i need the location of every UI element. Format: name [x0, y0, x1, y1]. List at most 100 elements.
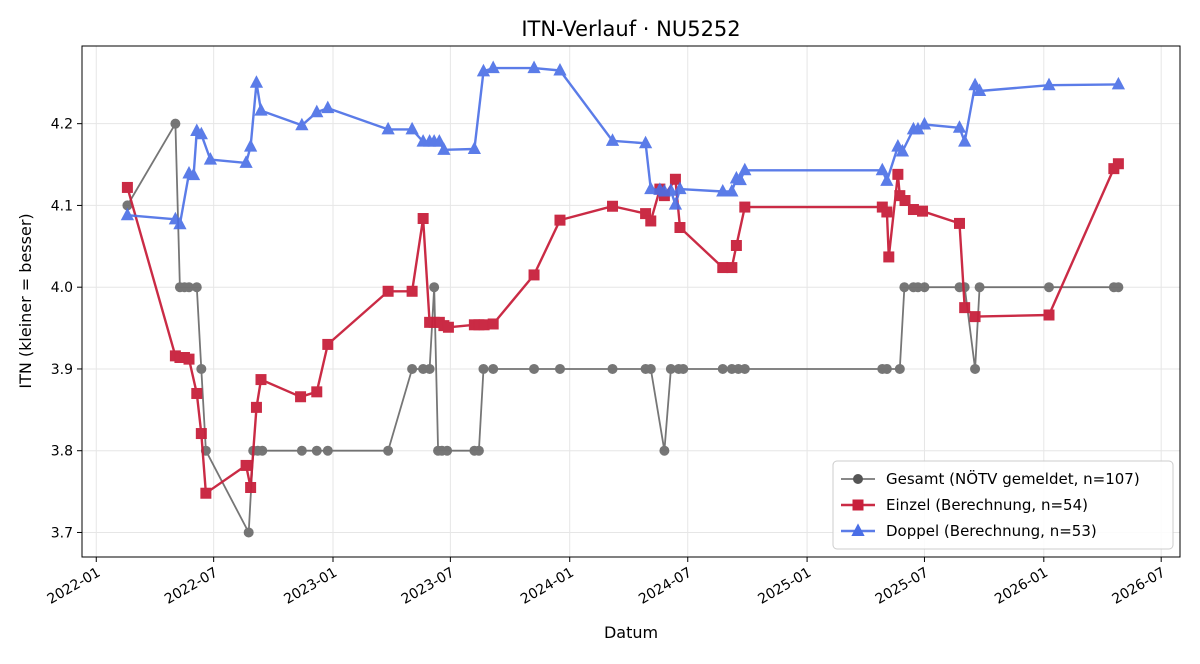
einzel-point [717, 262, 729, 274]
legend-box [832, 460, 1174, 550]
einzel-point [669, 173, 681, 185]
gesamt-point [170, 118, 181, 129]
einzel-point [195, 428, 207, 440]
einzel-point [892, 168, 904, 180]
einzel-point [240, 459, 252, 471]
x-tick-label: 2024-01 [518, 565, 577, 608]
gesamt-point [311, 445, 322, 456]
einzel-line-group [121, 158, 1124, 499]
doppel-point [1042, 77, 1056, 91]
legend: Gesamt (NÖTV gemeldet, n=107) Einzel (Ber… [832, 460, 1174, 550]
doppel-point [405, 121, 419, 135]
doppel-point [1111, 76, 1126, 90]
doppel-point [432, 134, 446, 147]
gesamt-point [196, 363, 207, 374]
doppel-point [952, 120, 967, 133]
series-layer [120, 60, 1126, 538]
einzel-point [959, 302, 971, 314]
doppel-point [295, 117, 309, 131]
gesamt-point [678, 363, 689, 374]
doppel-point [239, 155, 253, 168]
gesamt-point [970, 363, 981, 374]
einzel-point [382, 285, 394, 297]
einzel-point [881, 206, 893, 218]
einzel-point [645, 215, 657, 227]
doppel-point [243, 138, 258, 152]
einzel-point [478, 319, 490, 331]
gesamt-point [739, 363, 750, 374]
legend-swatch-marker [853, 474, 863, 484]
y-tick-label: 4.0 [51, 280, 73, 296]
gesamt-point [645, 363, 656, 374]
doppel-point [605, 133, 620, 146]
einzel-point [674, 222, 686, 234]
einzel-point [406, 285, 418, 297]
x-tick-label: 2022-01 [45, 565, 104, 608]
doppel-point [638, 135, 653, 149]
x-tick-label: 2024-07 [636, 565, 695, 608]
einzel-point [183, 353, 195, 365]
einzel-point [295, 391, 307, 403]
doppel-point [186, 167, 201, 181]
legend-swatch-marker [852, 499, 864, 511]
einzel-point [1043, 309, 1055, 321]
x-tick-label: 2025-07 [873, 565, 932, 608]
gesamt-point [322, 445, 333, 456]
legend-label: Doppel (Berechnung, n=53) [886, 522, 1097, 540]
einzel-point [322, 338, 334, 350]
einzel-point [250, 401, 262, 413]
doppel-point [733, 172, 747, 186]
doppel-point [644, 181, 658, 195]
einzel-point [528, 269, 540, 281]
doppel-point [880, 173, 894, 186]
einzel-point [730, 239, 742, 251]
doppel-point [958, 134, 972, 147]
doppel-point [381, 121, 395, 135]
gesamt-point [383, 445, 394, 456]
y-tick-label: 3.7 [51, 525, 73, 541]
doppel-point [437, 142, 451, 155]
einzel-point [255, 374, 267, 386]
einzel-point [121, 181, 133, 193]
chart-title: ITN-Verlauf · NU5252 [521, 17, 740, 41]
y-tick-label: 4.1 [51, 198, 73, 214]
y-axis-label: ITN (kleiner = besser) [16, 213, 35, 388]
gesamt-point [473, 445, 484, 456]
y-tick-label: 3.8 [51, 444, 73, 460]
x-tick-label: 2022-07 [162, 565, 221, 608]
doppel-point [203, 152, 218, 165]
gesamt-point [974, 282, 985, 293]
doppel-point [725, 183, 739, 197]
gesamt-point [1043, 282, 1054, 293]
x-tick-label: 2023-07 [399, 565, 458, 608]
doppel-point [738, 162, 752, 176]
einzel-point [1112, 158, 1124, 170]
einzel-point [191, 387, 203, 399]
gesamt-point [488, 363, 499, 374]
y-tick-label: 3.9 [51, 362, 73, 378]
x-axis: 2022-01 2022-07 2023-01 2023-07 2024-01 2024-… [45, 557, 1168, 608]
y-axis: 3.7 3.8 3.9 4.0 4.1 4.2 [51, 117, 82, 541]
x-tick-label: 2023-01 [281, 565, 340, 608]
einzel-point [726, 262, 738, 274]
gesamt-point [607, 363, 618, 374]
gesamt-point [881, 363, 892, 374]
doppel-point [476, 63, 491, 77]
doppel-point [917, 116, 932, 130]
doppel-point [716, 183, 730, 197]
gesamt-point [529, 363, 540, 374]
einzel-point [417, 213, 429, 225]
doppel-point [527, 60, 541, 74]
legend-swatch-marker [851, 523, 865, 536]
plot-frame [81, 45, 1181, 558]
legend-label: Gesamt (NÖTV gemeldet, n=107) [886, 469, 1140, 488]
einzel-point [607, 200, 619, 212]
gesamt-point [554, 363, 565, 374]
legend-entry: Gesamt (NÖTV gemeldet, n=107) [841, 469, 1140, 488]
einzel-point [917, 205, 929, 217]
doppel-point [321, 100, 335, 114]
legend-label: Einzel (Berechnung, n=54) [886, 496, 1088, 514]
doppel-point [249, 75, 264, 88]
x-axis-label: Datum [604, 623, 658, 642]
